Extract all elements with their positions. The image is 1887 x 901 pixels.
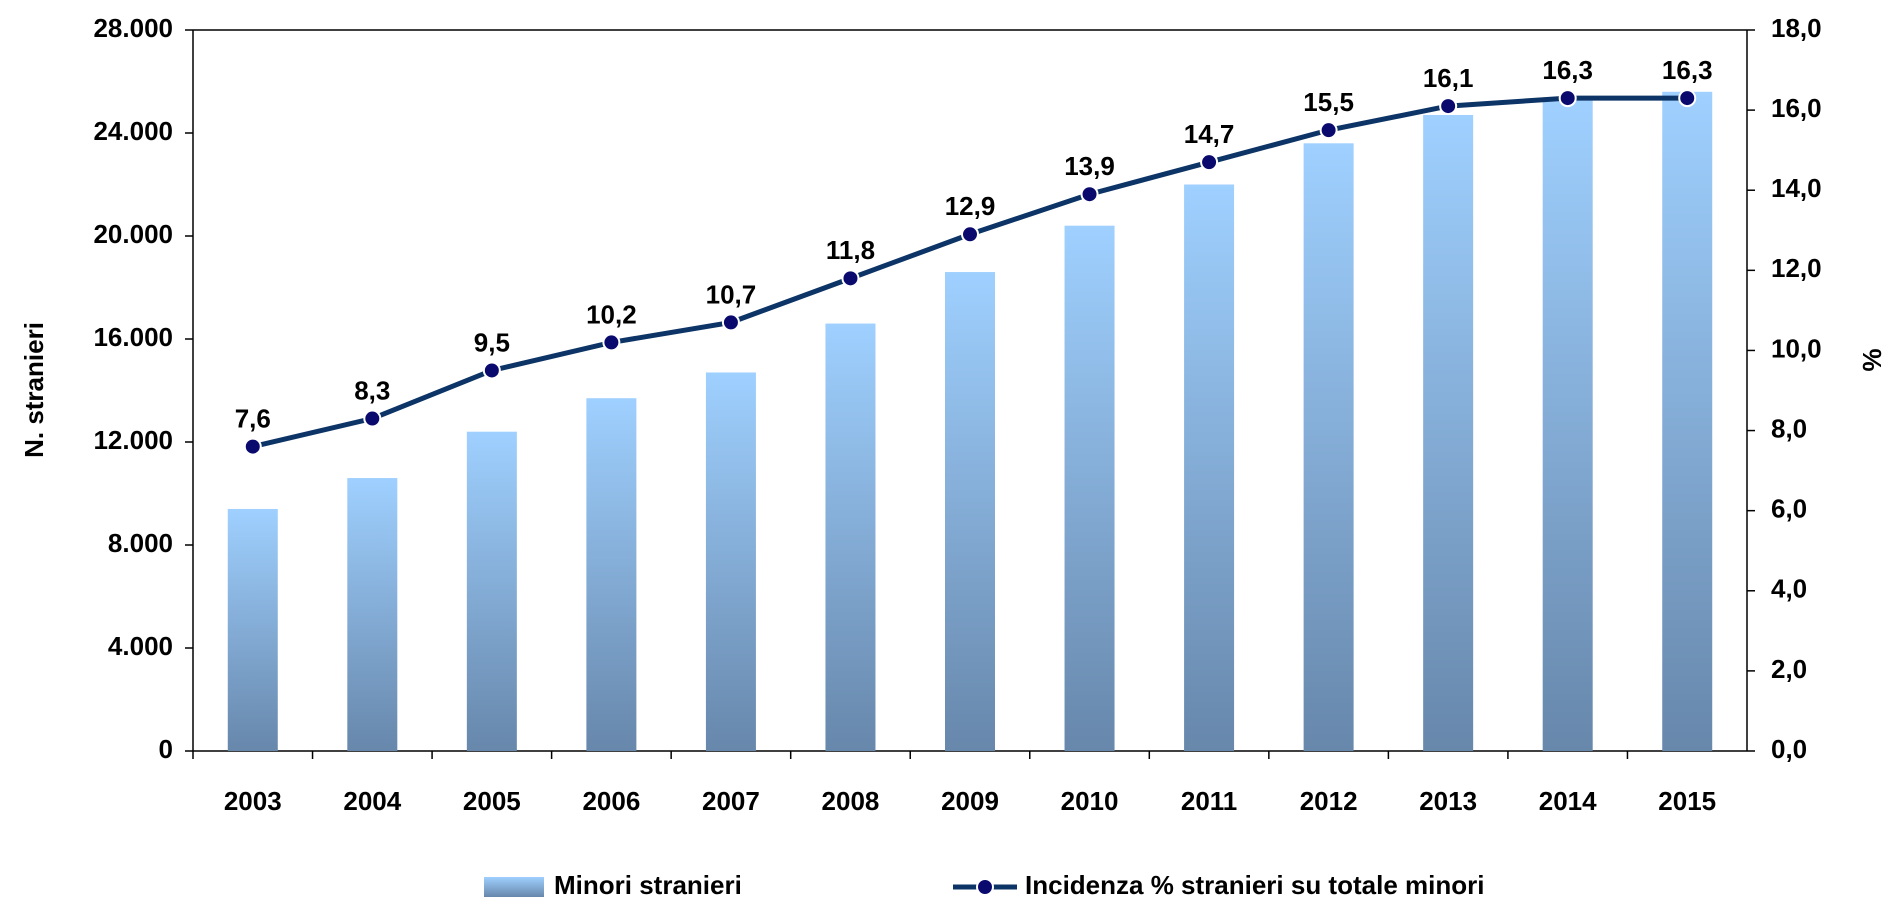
y2-tick-label: 2,0: [1771, 654, 1807, 684]
data-label: 9,5: [474, 327, 510, 357]
data-label: 12,9: [945, 191, 996, 221]
x-tick-label: 2003: [224, 786, 282, 816]
data-label: 7,6: [235, 403, 271, 433]
marker: [482, 361, 501, 380]
y-tick-label: 16.000: [93, 322, 173, 352]
bar: [825, 323, 876, 751]
marker: [602, 333, 621, 352]
y2-tick-label: 8,0: [1771, 413, 1807, 443]
data-label: 10,7: [706, 279, 757, 309]
marker: [1439, 97, 1458, 116]
bar: [1184, 184, 1235, 751]
y-tick-label: 8.000: [108, 528, 173, 558]
marker: [721, 313, 740, 332]
marker: [1200, 153, 1219, 172]
legend-swatch: [484, 877, 544, 897]
bar: [227, 508, 278, 751]
y2-tick-label: 16,0: [1771, 93, 1822, 123]
x-tick-label: 2011: [1181, 786, 1237, 816]
y2-tick-label: 0,0: [1771, 734, 1807, 764]
y-tick-label: 12.000: [93, 425, 173, 455]
x-tick-label: 2008: [822, 786, 880, 816]
bar: [1423, 114, 1474, 752]
legend-marker: [976, 878, 994, 896]
legend-label: Incidenza % stranieri su totale minori: [1025, 870, 1484, 900]
data-label: 13,9: [1064, 151, 1115, 181]
y-tick-label: 28.000: [93, 13, 173, 43]
bar: [466, 431, 517, 751]
bar: [945, 272, 995, 751]
y2-tick-label: 18,0: [1771, 13, 1822, 43]
data-label: 15,5: [1303, 87, 1354, 117]
y2-tick-label: 6,0: [1771, 494, 1807, 524]
x-tick-label: 2009: [941, 786, 999, 816]
marker: [1678, 89, 1697, 108]
data-label: 10,2: [586, 299, 637, 329]
data-label: 14,7: [1184, 119, 1235, 149]
y-tick-label: 4.000: [108, 631, 173, 661]
x-tick-label: 2014: [1539, 786, 1597, 816]
x-tick-label: 2006: [582, 786, 640, 816]
marker: [1558, 89, 1577, 108]
data-label: 8,3: [354, 375, 390, 405]
marker: [841, 269, 860, 288]
marker: [1319, 121, 1338, 140]
data-label: 16,3: [1542, 55, 1593, 85]
y-tick-label: 0: [159, 734, 173, 764]
marker: [1080, 185, 1099, 204]
x-tick-label: 2015: [1658, 786, 1716, 816]
y-tick-label: 24.000: [93, 116, 173, 146]
y2-tick-label: 10,0: [1771, 333, 1822, 363]
bar: [586, 398, 637, 751]
marker: [961, 225, 979, 244]
marker: [243, 437, 262, 456]
bar: [1064, 225, 1115, 751]
bar: [347, 478, 398, 751]
bar: [1303, 143, 1354, 752]
y2-tick-label: 12,0: [1771, 253, 1822, 283]
x-tick-label: 2012: [1300, 786, 1358, 816]
data-label: 16,3: [1662, 55, 1713, 85]
bar: [1662, 91, 1713, 752]
x-tick-label: 2007: [702, 786, 760, 816]
y2-tick-label: 4,0: [1771, 574, 1807, 604]
y2-tick-label: 14,0: [1771, 173, 1822, 203]
bar: [1542, 99, 1593, 751]
y-axis-title: N. stranieri: [19, 322, 49, 458]
y-tick-label: 20.000: [93, 219, 173, 249]
x-tick-label: 2013: [1419, 786, 1477, 816]
data-label: 11,8: [826, 235, 875, 265]
legend-label: Minori stranieri: [554, 870, 742, 900]
x-tick-label: 2004: [343, 786, 401, 816]
data-label: 16,1: [1423, 63, 1474, 93]
x-tick-label: 2010: [1061, 786, 1119, 816]
y2-axis-title: %: [1857, 348, 1887, 371]
x-tick-label: 2005: [463, 786, 521, 816]
marker: [363, 409, 382, 428]
bar: [705, 372, 756, 751]
